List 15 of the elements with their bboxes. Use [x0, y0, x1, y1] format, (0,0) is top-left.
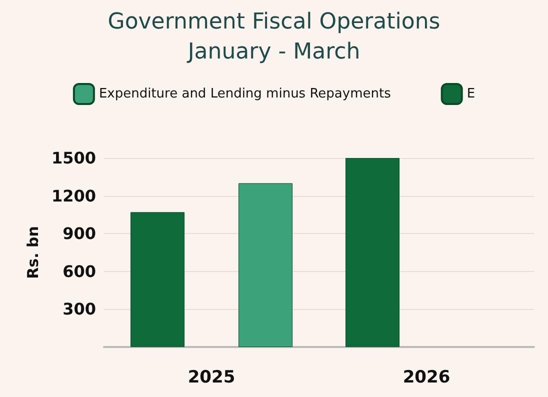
y-tick-label: 300 [62, 300, 96, 319]
y-tick-label: 600 [62, 262, 96, 281]
legend-label: E [466, 86, 476, 102]
x-tick-label: 2026 [402, 368, 450, 388]
x-tick-label: 2025 [188, 368, 236, 388]
bar [130, 212, 184, 347]
bar [238, 183, 292, 347]
legend-label: Expenditure and Lending minus Repayments [98, 86, 392, 102]
y-tick-label: 1500 [51, 148, 96, 168]
chart-title: Government Fiscal Operations [108, 10, 440, 34]
y-tick-label: 900 [62, 224, 96, 244]
chart-subtitle: January - March [186, 40, 360, 64]
y-tick-label: 1200 [51, 186, 96, 206]
y-axis-title: Rs. bn [24, 226, 42, 279]
bar [346, 158, 400, 347]
